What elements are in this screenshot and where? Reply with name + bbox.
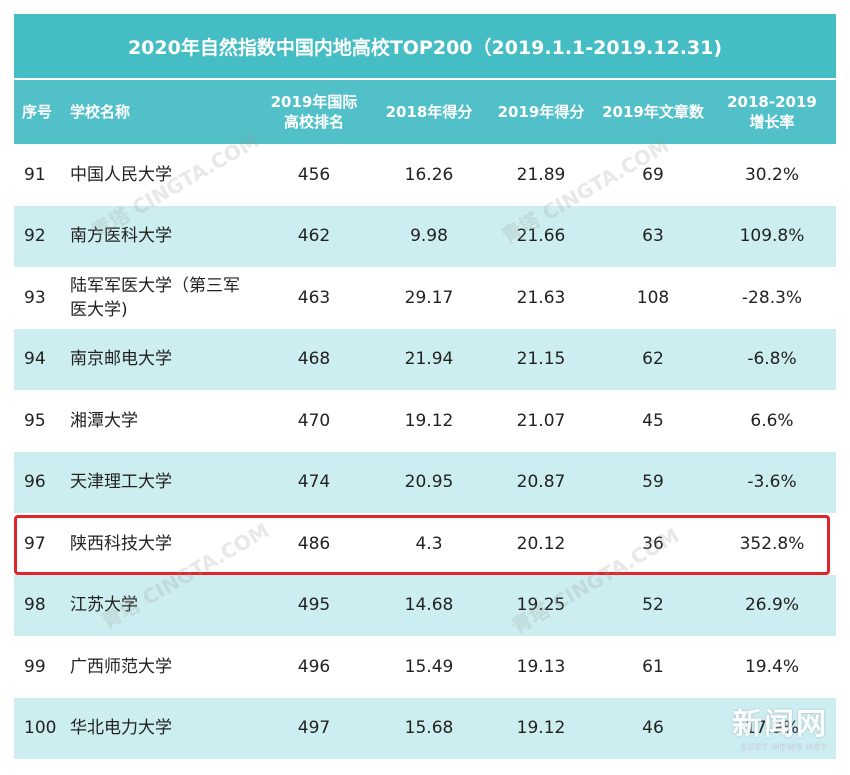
cell-intl-rank: 468 (297, 349, 331, 370)
cell-articles: 52 (642, 595, 664, 616)
cell-articles: 62 (642, 349, 664, 370)
header-index: 序号 (22, 103, 53, 121)
cell-score-2018: 15.68 (404, 718, 454, 739)
cell-growth: 6.6% (750, 410, 794, 431)
cell-intl-rank: 497 (297, 718, 331, 739)
cell-school-name: 南方医科大学 (70, 226, 172, 247)
header-articles: 2019年文章数 (602, 103, 704, 121)
cell-school-name: 中国人民大学 (70, 164, 172, 185)
cell-school-name: 湘潭大学 (70, 410, 138, 431)
cell-score-2019: 20.12 (516, 533, 566, 554)
cell-score-2019: 19.25 (516, 595, 566, 616)
cell-score-2018: 16.26 (404, 164, 454, 185)
cell-growth: -3.6% (747, 472, 797, 493)
cell-growth: 109.8% (739, 226, 805, 247)
cell-index: 99 (24, 656, 46, 677)
cell-score-2019: 21.89 (516, 164, 566, 185)
cell-articles: 46 (642, 718, 664, 739)
cell-intl-rank: 496 (297, 656, 331, 677)
header-score-2019: 2019年得分 (497, 103, 585, 121)
cell-articles: 61 (642, 656, 664, 677)
cell-index: 97 (24, 533, 46, 554)
cell-intl-rank: 470 (297, 410, 331, 431)
cell-score-2018: 9.98 (410, 226, 448, 247)
table-row: 92 南方医科大学 462 9.98 21.66 63 109.8% (14, 205, 836, 267)
cell-index: 100 (24, 718, 57, 739)
cell-articles: 36 (642, 533, 664, 554)
cell-index: 94 (24, 349, 46, 370)
ranking-table: 2020年自然指数中国内地高校TOP200（2019.1.1-2019.12.3… (14, 14, 836, 759)
table-row: 93 陆军军医大学（第三军医大学) 463 29.17 21.63 108 -28.3% (14, 267, 836, 329)
cell-growth: 26.9% (744, 595, 799, 616)
header-intl-rank: 2019年国际 高校排名 (254, 92, 374, 132)
cell-score-2018: 21.94 (404, 349, 454, 370)
cell-score-2018: 29.17 (404, 287, 454, 308)
table-row: 95 湘潭大学 470 19.12 21.07 45 6.6% (14, 390, 836, 452)
table-row: 99 广西师范大学 496 15.49 19.13 61 19.4% (14, 636, 836, 698)
table-row: 91 中国人民大学 456 16.26 21.89 69 30.2% (14, 144, 836, 206)
cell-school-name: 江苏大学 (70, 595, 138, 616)
cell-score-2019: 19.12 (516, 718, 566, 739)
header-school-name: 学校名称 (70, 103, 131, 121)
header-score-2018: 2018年得分 (385, 103, 473, 121)
cell-score-2018: 15.49 (404, 656, 454, 677)
cell-index: 91 (24, 164, 46, 185)
cell-articles: 108 (636, 287, 670, 308)
table-row: 96 天津理工大学 474 20.95 20.87 59 -3.6% (14, 451, 836, 513)
cell-score-2018: 19.12 (404, 410, 454, 431)
header-intl-rank-line1: 2019年国际 (270, 93, 358, 111)
cell-school-name: 广西师范大学 (70, 656, 172, 677)
cell-articles: 63 (642, 226, 664, 247)
cell-index: 93 (24, 287, 46, 308)
cell-school-name: 天津理工大学 (70, 472, 172, 493)
cell-growth: -6.8% (747, 349, 797, 370)
table-row: 100 华北电力大学 497 15.68 19.12 46 17.9% (14, 697, 836, 759)
cell-score-2019: 19.13 (516, 656, 566, 677)
cell-growth: 352.8% (739, 533, 805, 554)
cell-school-name: 华北电力大学 (70, 718, 172, 739)
cell-growth: 19.4% (744, 656, 799, 677)
cell-index: 92 (24, 226, 46, 247)
cell-articles: 59 (642, 472, 664, 493)
cell-school-name: 南京邮电大学 (70, 349, 172, 370)
cell-score-2019: 21.07 (516, 410, 566, 431)
cell-score-2018: 14.68 (404, 595, 454, 616)
cell-intl-rank: 462 (297, 226, 331, 247)
cell-score-2019: 21.15 (516, 349, 566, 370)
cell-score-2019: 20.87 (516, 472, 566, 493)
table-row: 97 陕西科技大学 486 4.3 20.12 36 352.8% (14, 513, 836, 575)
cell-score-2019: 21.63 (516, 287, 566, 308)
cell-intl-rank: 486 (297, 533, 331, 554)
table-title: 2020年自然指数中国内地高校TOP200（2019.1.1-2019.12.3… (14, 14, 836, 80)
header-growth-line1: 2018-2019 (727, 93, 817, 111)
header-growth-line2: 增长率 (749, 113, 795, 131)
table-row: 98 江苏大学 495 14.68 19.25 52 26.9% (14, 574, 836, 636)
header-growth: 2018-2019 增长率 (708, 92, 836, 132)
header-intl-rank-line2: 高校排名 (283, 113, 344, 131)
table-header: 序号 学校名称 2019年国际 高校排名 2018年得分 2019年得分 201… (14, 80, 836, 144)
cell-growth: -28.3% (741, 287, 803, 308)
cell-intl-rank: 456 (297, 164, 331, 185)
cell-growth: 30.2% (744, 164, 799, 185)
cell-score-2019: 21.66 (516, 226, 566, 247)
cell-articles: 45 (642, 410, 664, 431)
cell-growth: 17.9% (744, 718, 799, 739)
table-row: 94 南京邮电大学 468 21.94 21.15 62 -6.8% (14, 328, 836, 390)
cell-school-name: 陆军军医大学（第三军医大学) (70, 275, 240, 320)
cell-index: 98 (24, 595, 46, 616)
cell-index: 95 (24, 410, 46, 431)
cell-school-name: 陕西科技大学 (70, 533, 172, 554)
cell-articles: 69 (642, 164, 664, 185)
table-body: 91 中国人民大学 456 16.26 21.89 69 30.2% 92 南方医科大学 462 9… (14, 144, 836, 759)
cell-intl-rank: 474 (297, 472, 331, 493)
cell-intl-rank: 463 (297, 287, 331, 308)
cell-intl-rank: 495 (297, 595, 331, 616)
cell-score-2018: 20.95 (404, 472, 454, 493)
cell-score-2018: 4.3 (415, 533, 443, 554)
cell-index: 96 (24, 472, 46, 493)
